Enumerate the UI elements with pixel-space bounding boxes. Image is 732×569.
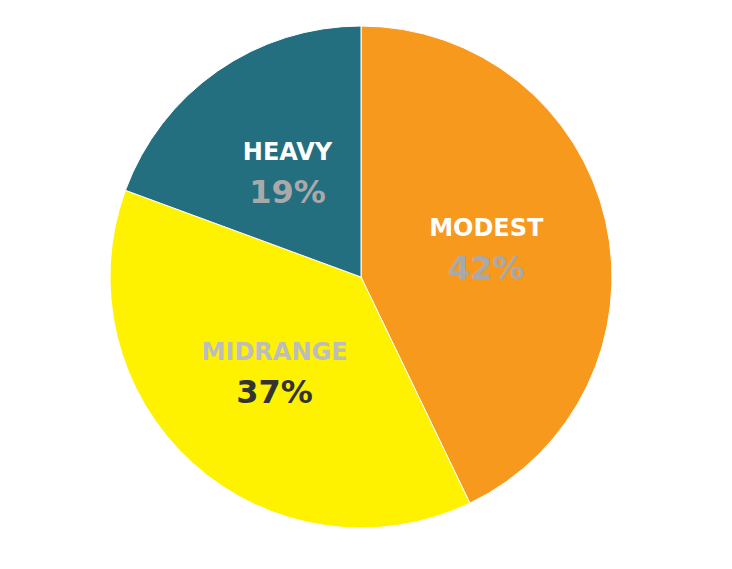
svg-text:MODEST: MODEST	[429, 214, 544, 242]
svg-text:MIDRANGE: MIDRANGE	[202, 338, 348, 366]
svg-text:19%: 19%	[249, 173, 326, 211]
svg-text:42%: 42%	[448, 249, 525, 287]
svg-text:37%: 37%	[236, 373, 313, 411]
svg-text:HEAVY: HEAVY	[243, 138, 333, 166]
